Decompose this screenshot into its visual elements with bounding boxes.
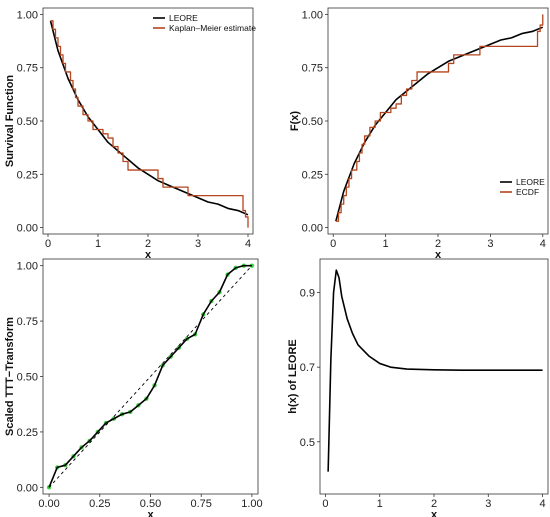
y-tick-label: 0.9 [300, 288, 315, 300]
plot-frame [42, 7, 254, 235]
legend-entry: Kaplan–Meier estimate [169, 23, 256, 33]
y-tick-label: 1.00 [17, 9, 38, 21]
y-tick-label: 0.00 [17, 223, 38, 235]
x-axis-title: x [147, 509, 154, 517]
y-tick-label: 0.50 [302, 116, 323, 128]
y-tick-label: 1.00 [17, 261, 38, 273]
x-tick-label: 4 [540, 498, 546, 510]
x-tick-label: 0.50 [140, 498, 161, 510]
x-tick-label: 0.75 [190, 498, 211, 510]
y-tick-label: 1.00 [302, 9, 323, 21]
legend-entry: ECDF [516, 187, 539, 197]
x-axis-title: x [435, 249, 442, 261]
panel-survival: 0 1 2 3 4 0.00 0.25 0.50 0.75 1.00 x Survival Funct… [4, 7, 256, 261]
series-hazard-0 [327, 269, 543, 472]
series-ttt-1 [48, 264, 252, 488]
x-tick-label: 1 [95, 238, 101, 250]
x-tick-label: 4 [245, 238, 251, 250]
x-tick-label: 2 [435, 238, 441, 250]
y-tick-label: 0.25 [302, 169, 323, 181]
x-tick-label: 0 [330, 238, 336, 250]
y-tick-label: 0.75 [302, 63, 323, 75]
x-tick-label: 0.00 [38, 498, 59, 510]
y-axis-title: Survival Function [4, 75, 16, 168]
series-cdf-1 [335, 14, 544, 222]
x-tick-label: 0 [45, 238, 51, 250]
x-tick-label: 2 [145, 238, 151, 250]
x-tick-label: 3 [485, 498, 491, 510]
panel-hazard: 0 1 2 3 4 0.5 0.7 0.9 x h(x) of LEORE [287, 258, 549, 517]
y-tick-label: 0.50 [17, 372, 38, 384]
x-tick-label: 0.25 [89, 498, 110, 510]
y-axis-title: Scaled TTT−Transform [4, 317, 16, 436]
x-tick-label: 1 [377, 498, 383, 510]
x-tick-label: 2 [431, 498, 437, 510]
y-tick-label: 0.00 [17, 482, 38, 494]
y-tick-label: 0.75 [17, 316, 38, 328]
y-tick-label: 0.7 [300, 362, 315, 374]
y-axis-title: h(x) of LEORE [287, 339, 299, 414]
x-tick-label: 1 [383, 238, 389, 250]
plot-frame [319, 258, 549, 495]
y-tick-label: 0.75 [17, 63, 38, 75]
panel-ttt: 0.00 0.25 0.50 0.75 1.00 0.00 0.25 0.50 0.75 1.00… [4, 258, 263, 517]
x-axis-title: x [431, 509, 438, 517]
legend-entry: LEORE [169, 13, 198, 23]
x-tick-label: 1.00 [241, 498, 262, 510]
y-tick-label: 0.00 [302, 223, 323, 235]
y-tick-label: 0.25 [17, 169, 38, 181]
y-tick-label: 0.50 [17, 116, 38, 128]
y-tick-label: 0.5 [300, 437, 315, 449]
legend-entry: LEORE [516, 177, 545, 187]
plot-frame [327, 7, 549, 235]
x-tick-label: 3 [195, 238, 201, 250]
x-axis-title: x [145, 249, 152, 261]
x-tick-label: 0 [322, 498, 328, 510]
y-tick-label: 0.25 [17, 427, 38, 439]
y-axis-title: F(x) [289, 111, 301, 132]
series-cdf-0 [335, 26, 544, 222]
series-ttt-2 [48, 265, 253, 488]
series-survival-0 [49, 20, 249, 216]
series-survival-1 [50, 20, 249, 228]
x-tick-label: 4 [540, 238, 546, 250]
x-tick-label: 3 [487, 238, 493, 250]
